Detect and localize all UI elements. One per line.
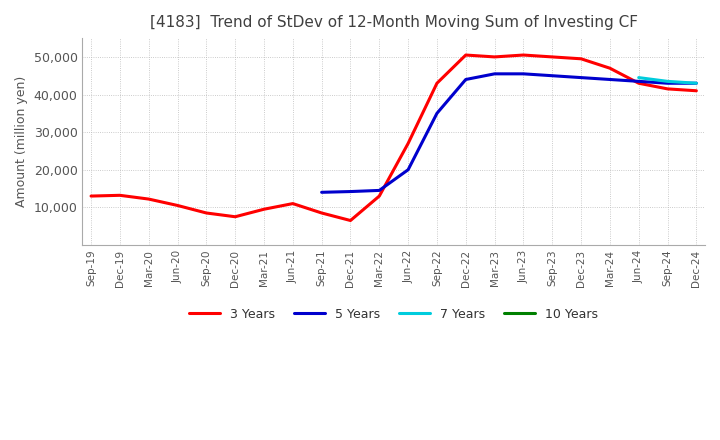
3 Years bbox=[433, 81, 441, 86]
Y-axis label: Amount (million yen): Amount (million yen) bbox=[15, 76, 28, 207]
3 Years bbox=[174, 203, 182, 208]
3 Years bbox=[289, 201, 297, 206]
3 Years bbox=[634, 81, 643, 86]
5 Years bbox=[634, 79, 643, 84]
5 Years bbox=[692, 81, 701, 86]
3 Years bbox=[231, 214, 240, 220]
5 Years bbox=[548, 73, 557, 78]
5 Years bbox=[433, 111, 441, 116]
5 Years bbox=[375, 188, 384, 193]
Line: 7 Years: 7 Years bbox=[639, 77, 696, 83]
3 Years bbox=[145, 196, 153, 202]
3 Years bbox=[606, 66, 614, 71]
Line: 5 Years: 5 Years bbox=[322, 74, 696, 192]
3 Years bbox=[577, 56, 585, 62]
7 Years bbox=[663, 79, 672, 84]
3 Years bbox=[490, 54, 499, 59]
5 Years bbox=[490, 71, 499, 77]
3 Years bbox=[663, 86, 672, 92]
3 Years bbox=[375, 194, 384, 199]
3 Years bbox=[462, 52, 470, 58]
7 Years bbox=[634, 75, 643, 80]
5 Years bbox=[404, 167, 413, 172]
3 Years bbox=[260, 207, 269, 212]
3 Years bbox=[692, 88, 701, 93]
3 Years bbox=[346, 218, 355, 223]
5 Years bbox=[663, 81, 672, 86]
5 Years bbox=[462, 77, 470, 82]
5 Years bbox=[346, 189, 355, 194]
3 Years bbox=[116, 193, 125, 198]
5 Years bbox=[606, 77, 614, 82]
3 Years bbox=[548, 54, 557, 59]
5 Years bbox=[519, 71, 528, 77]
3 Years bbox=[318, 210, 326, 216]
Title: [4183]  Trend of StDev of 12-Month Moving Sum of Investing CF: [4183] Trend of StDev of 12-Month Moving… bbox=[150, 15, 638, 30]
Line: 3 Years: 3 Years bbox=[91, 55, 696, 220]
Legend: 3 Years, 5 Years, 7 Years, 10 Years: 3 Years, 5 Years, 7 Years, 10 Years bbox=[184, 303, 603, 326]
3 Years bbox=[86, 194, 95, 199]
5 Years bbox=[318, 190, 326, 195]
5 Years bbox=[577, 75, 585, 80]
7 Years bbox=[692, 81, 701, 86]
3 Years bbox=[404, 141, 413, 146]
3 Years bbox=[202, 210, 211, 216]
3 Years bbox=[519, 52, 528, 58]
